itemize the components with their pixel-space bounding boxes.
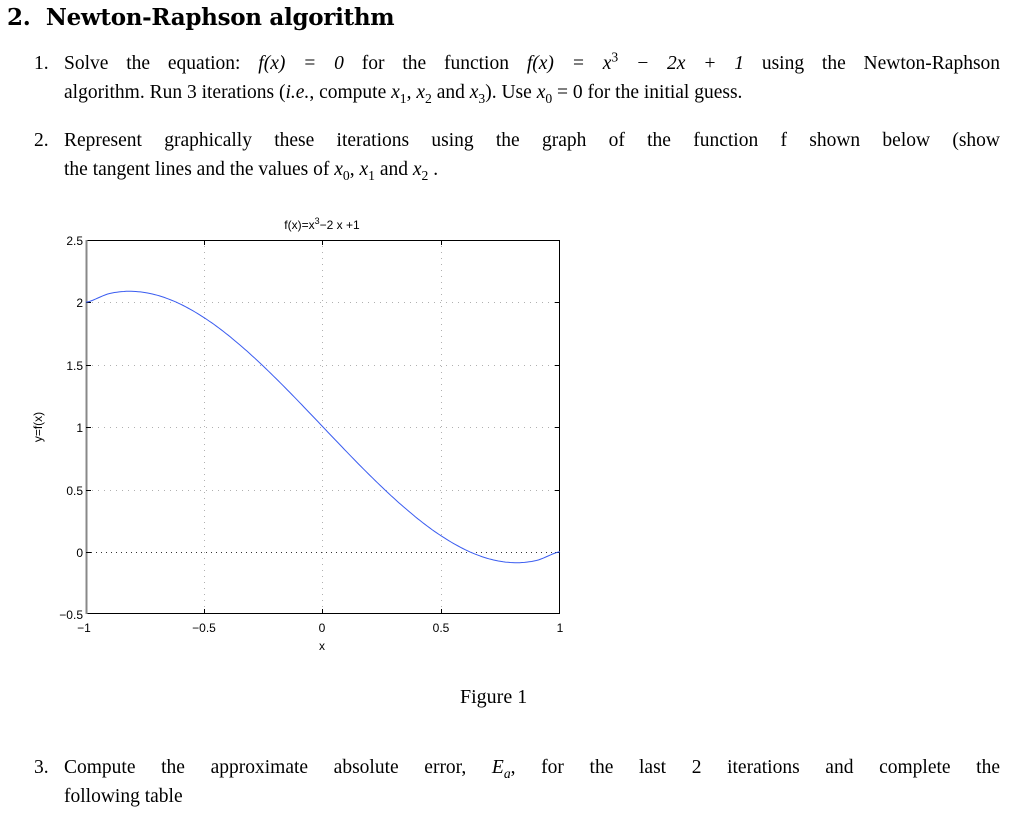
svg-text:0: 0 bbox=[76, 546, 83, 560]
x-axis-label: x bbox=[319, 639, 325, 653]
y-axis-label: y=f(x) bbox=[31, 412, 45, 442]
x-tick-labels: −1 −0.5 0 0.5 1 bbox=[77, 621, 564, 635]
figure-caption: Figure 1 bbox=[460, 686, 528, 708]
section-title: Newton-Raphson algorithm bbox=[45, 4, 395, 31]
svg-text:0.5: 0.5 bbox=[433, 621, 450, 635]
question-item-1: 1. Solve the equation: f(x) = 0 for the … bbox=[34, 49, 1000, 109]
function-plot: f(x)=x3−2 x +1 2.5 2 1.5 1 0.5 0 −0.5 −1 bbox=[31, 216, 564, 653]
y-tick-labels: 2.5 2 1.5 1 0.5 0 −0.5 bbox=[59, 234, 83, 622]
question-item-2: 2. Represent graphically these iteration… bbox=[34, 126, 1000, 186]
item-1-line-1: Solve the equation: f(x) = 0 for the fun… bbox=[64, 49, 1001, 74]
svg-text:1: 1 bbox=[557, 621, 564, 635]
section-number: 2. bbox=[7, 4, 31, 31]
item-3-line-2: following table bbox=[64, 786, 183, 807]
item-2-line-2: the tangent lines and the values of x0, … bbox=[64, 159, 439, 183]
svg-text:2.5: 2.5 bbox=[66, 234, 83, 248]
chart-title: f(x)=x3−2 x +1 bbox=[284, 216, 360, 232]
item-1-line-2: algorithm. Run 3 iterations (i.e., compu… bbox=[64, 82, 743, 106]
section-heading: 2. Newton-Raphson algorithm bbox=[7, 4, 395, 31]
item-number: 1. bbox=[34, 53, 49, 74]
function-curve bbox=[85, 290, 561, 564]
svg-text:2: 2 bbox=[76, 296, 83, 310]
item-3-line-1: Compute the approximate absolute error, … bbox=[64, 757, 1001, 781]
item-number: 2. bbox=[34, 130, 49, 151]
question-item-3: 3. Compute the approximate absolute erro… bbox=[34, 753, 1000, 813]
svg-text:−0.5: −0.5 bbox=[192, 621, 216, 635]
item-number: 3. bbox=[34, 757, 49, 778]
svg-text:−1: −1 bbox=[77, 621, 91, 635]
svg-text:0: 0 bbox=[319, 621, 326, 635]
svg-text:−0.5: −0.5 bbox=[59, 608, 83, 622]
svg-text:1: 1 bbox=[76, 421, 83, 435]
item-2-line-1: Represent graphically these iterations u… bbox=[64, 130, 1000, 151]
svg-text:1.5: 1.5 bbox=[66, 359, 83, 373]
svg-text:0.5: 0.5 bbox=[66, 484, 83, 498]
